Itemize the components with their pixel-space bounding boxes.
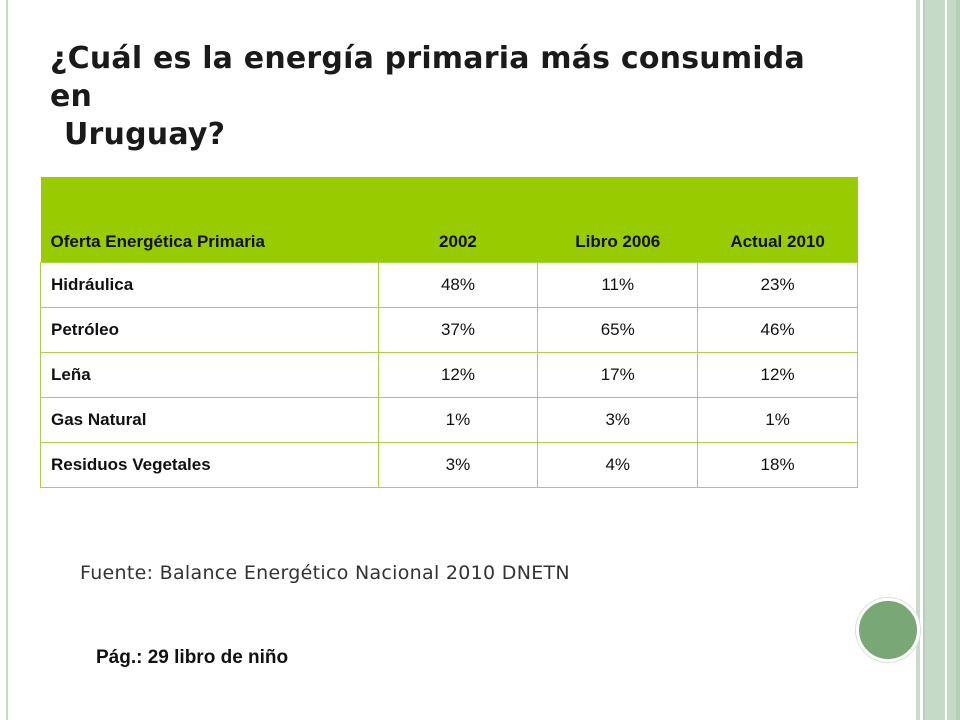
table-row: Hidráulica 48% 11% 23% bbox=[40, 262, 858, 308]
row-label: Gas Natural bbox=[40, 397, 379, 443]
column-header-2010: Actual 2010 bbox=[697, 177, 858, 263]
table-row: Petróleo 37% 65% 46% bbox=[40, 307, 858, 353]
cell-value: 48% bbox=[377, 262, 539, 308]
cell-value: 11% bbox=[537, 262, 699, 308]
cell-value: 1% bbox=[697, 397, 858, 443]
cell-value: 65% bbox=[537, 307, 699, 353]
row-label: Residuos Vegetales bbox=[40, 442, 379, 488]
cell-value: 12% bbox=[697, 352, 858, 398]
table-row: Gas Natural 1% 3% 1% bbox=[40, 397, 858, 443]
cell-value: 12% bbox=[377, 352, 539, 398]
cell-value: 3% bbox=[537, 397, 699, 443]
table-row: Residuos Vegetales 3% 4% 18% bbox=[40, 442, 858, 488]
title-line-1: ¿Cuál es la energía primaria más consumi… bbox=[50, 41, 805, 114]
column-header-2006: Libro 2006 bbox=[537, 177, 698, 263]
cell-value: 1% bbox=[377, 397, 539, 443]
decorative-circle bbox=[856, 598, 920, 662]
row-label: Hidráulica bbox=[40, 262, 379, 308]
cell-value: 4% bbox=[537, 442, 699, 488]
row-label: Leña bbox=[40, 352, 379, 398]
slide-title: ¿Cuál es la energía primaria más consumi… bbox=[50, 40, 830, 154]
cell-value: 3% bbox=[377, 442, 539, 488]
cell-value: 17% bbox=[537, 352, 699, 398]
cell-value: 37% bbox=[377, 307, 539, 353]
source-citation: Fuente: Balance Energético Nacional 2010… bbox=[80, 562, 570, 584]
column-header-2002: 2002 bbox=[378, 177, 538, 263]
row-label: Petróleo bbox=[40, 307, 379, 353]
decorative-side-stripes bbox=[916, 0, 960, 720]
page-reference: Pág.: 29 libro de niño bbox=[96, 647, 289, 668]
left-border-line bbox=[6, 0, 8, 720]
cell-value: 18% bbox=[697, 442, 858, 488]
energy-supply-table: Oferta Energética Primaria 2002 Libro 20… bbox=[40, 177, 858, 488]
column-header-source: Oferta Energética Primaria bbox=[40, 177, 379, 263]
title-line-2: Uruguay? bbox=[64, 117, 226, 152]
cell-value: 46% bbox=[697, 307, 858, 353]
table-row: Leña 12% 17% 12% bbox=[40, 352, 858, 398]
cell-value: 23% bbox=[697, 262, 858, 308]
table-header-row: Oferta Energética Primaria 2002 Libro 20… bbox=[40, 177, 858, 263]
